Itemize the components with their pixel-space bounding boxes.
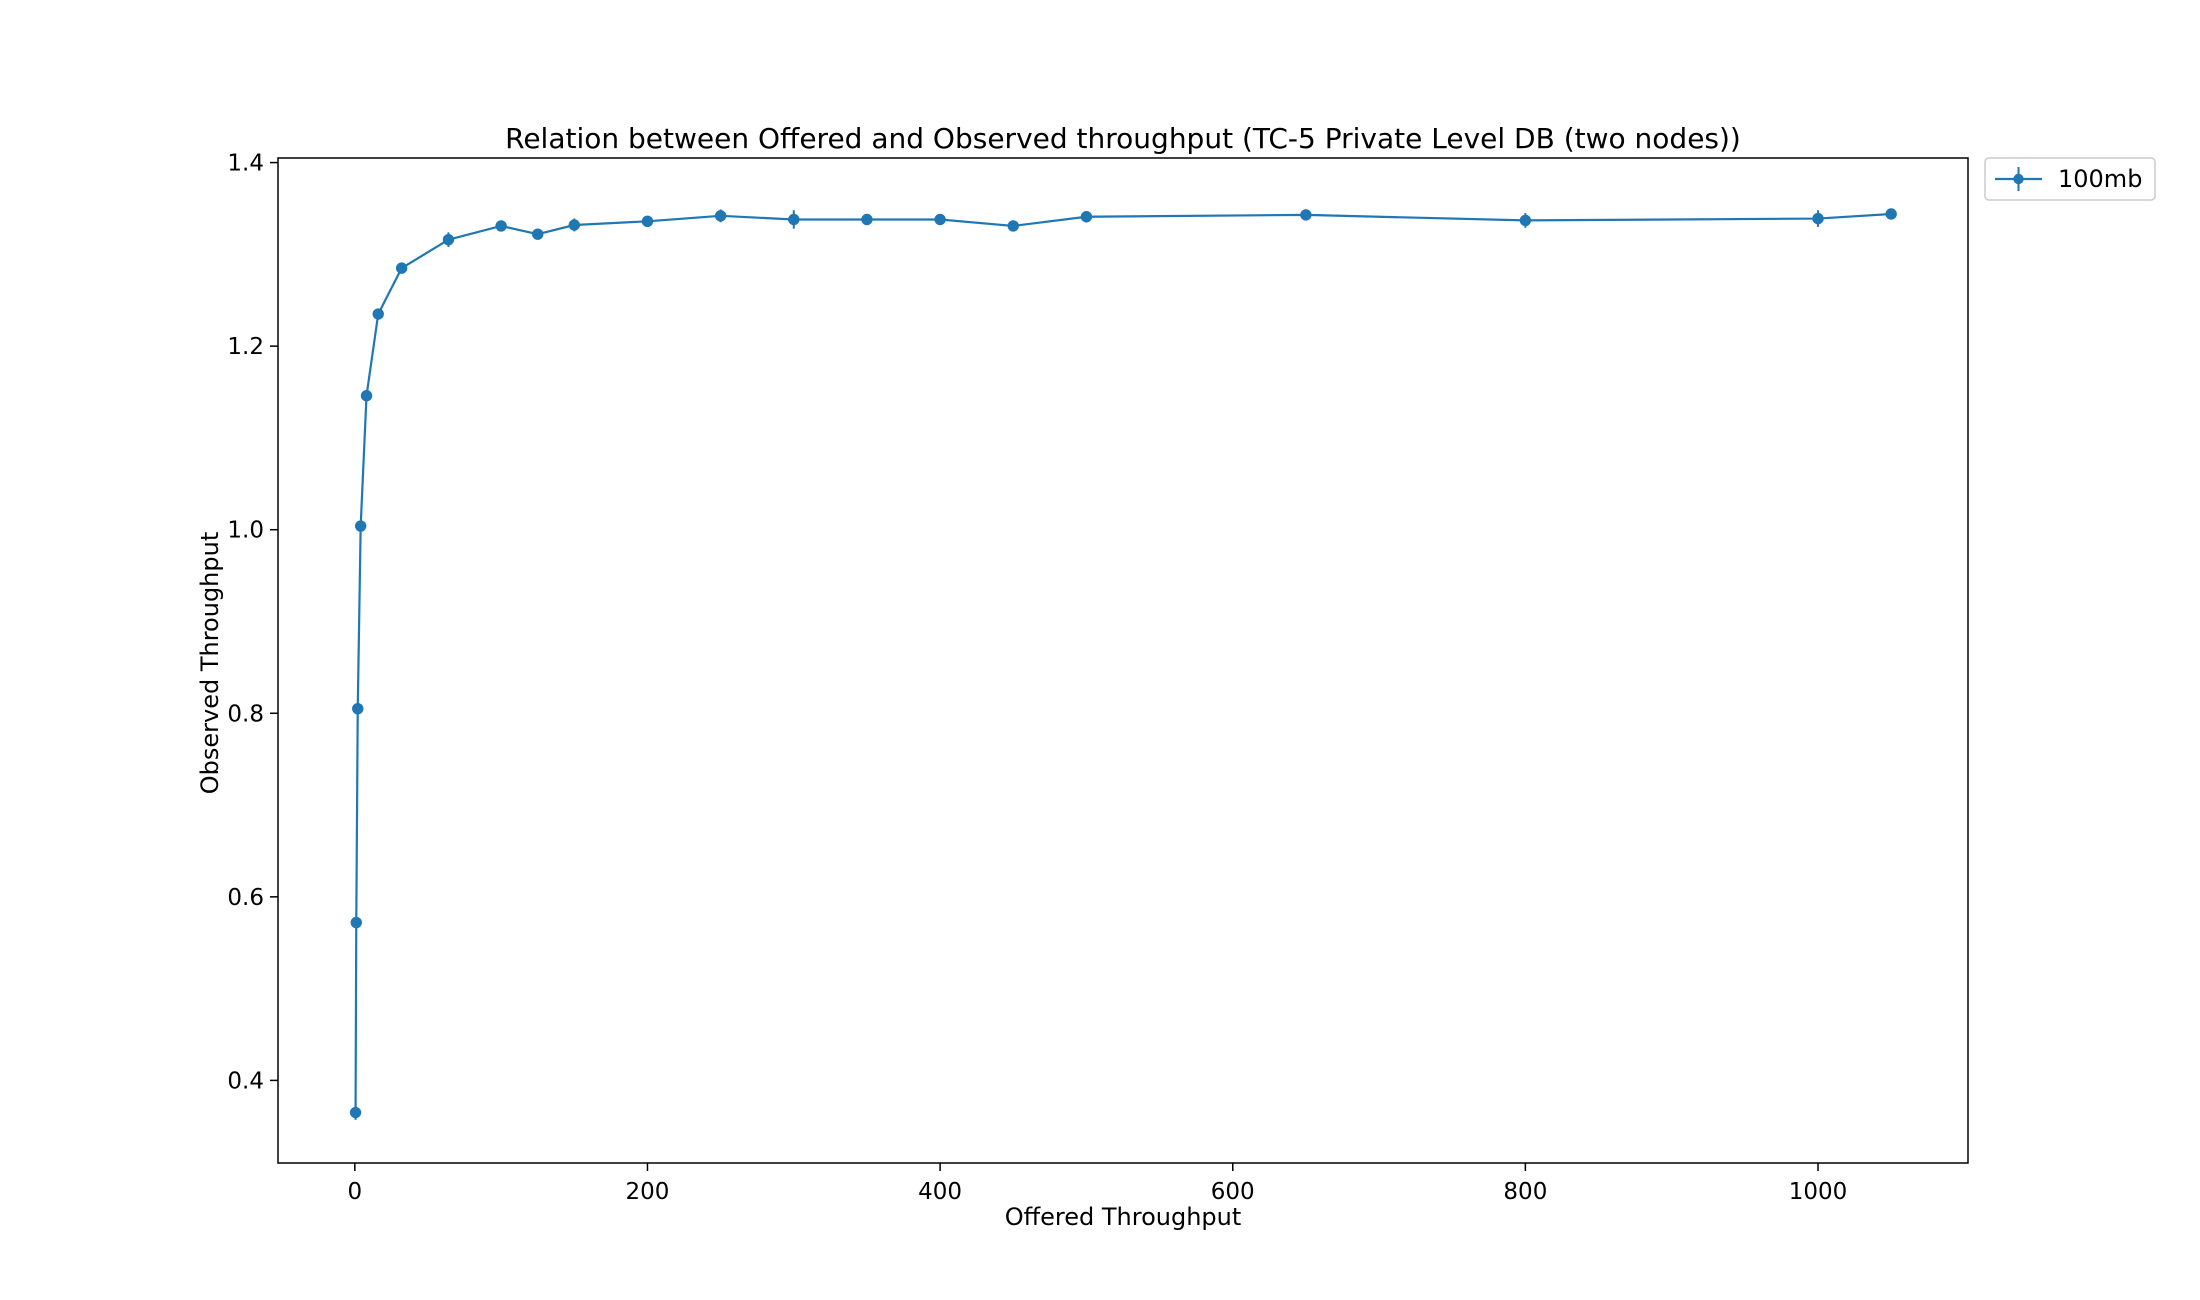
- data-point: [349, 1106, 362, 1119]
- data-point: [788, 213, 800, 226]
- y-tick-label: 1.0: [227, 518, 264, 544]
- x-tick-label: 800: [1503, 1179, 1547, 1205]
- x-tick-label: 200: [626, 1179, 670, 1205]
- legend-marker: [2013, 173, 2024, 185]
- legend-label: 100mb: [2058, 165, 2142, 193]
- y-tick-label: 0.8: [227, 701, 264, 727]
- x-tick-label: 1000: [1789, 1179, 1848, 1205]
- plot-area: [277, 157, 1969, 1164]
- data-point: [568, 219, 580, 231]
- x-axis: 0 200 400 600 800 1000: [347, 1163, 1847, 1205]
- y-tick-label: 1.4: [227, 151, 264, 177]
- data-point: [395, 262, 408, 274]
- data-point: [532, 228, 544, 240]
- data-point: [1885, 208, 1897, 220]
- y-tick-label: 0.4: [227, 1068, 264, 1094]
- data-point: [714, 210, 727, 222]
- x-tick-label: 0: [347, 1179, 362, 1205]
- y-tick-label: 1.2: [227, 334, 264, 360]
- legend: 100mb: [1984, 157, 2156, 201]
- chart-title: Relation between Offered and Observed th…: [505, 122, 1741, 155]
- y-axis-label: Observed Throughput: [196, 532, 224, 795]
- data-point: [350, 916, 362, 929]
- data-point: [861, 213, 873, 226]
- series-line: [354, 212, 1893, 1114]
- data-point: [352, 702, 364, 715]
- data-point: [1300, 209, 1312, 221]
- data-point: [372, 308, 384, 320]
- data-point: [495, 220, 507, 232]
- data-point: [1519, 214, 1532, 227]
- data-point: [354, 520, 367, 532]
- data-point: [1812, 212, 1824, 225]
- data-point: [1007, 220, 1019, 232]
- data-point: [360, 390, 373, 402]
- data-point: [641, 215, 654, 228]
- x-axis-label: Offered Throughput: [1005, 1203, 1242, 1231]
- y-axis: 0.4 0.6 0.8 1.0 1.2 1.4: [227, 151, 278, 1094]
- data-point: [1080, 211, 1093, 223]
- data-point: [934, 213, 946, 226]
- plot-frame: [277, 157, 1969, 1164]
- data-point: [442, 233, 455, 246]
- x-tick-label: 400: [918, 1179, 962, 1205]
- legend-box: [1984, 157, 2156, 201]
- y-tick-label: 0.6: [227, 885, 264, 911]
- x-tick-label: 600: [1211, 1179, 1255, 1205]
- series-layer: [349, 208, 1897, 1120]
